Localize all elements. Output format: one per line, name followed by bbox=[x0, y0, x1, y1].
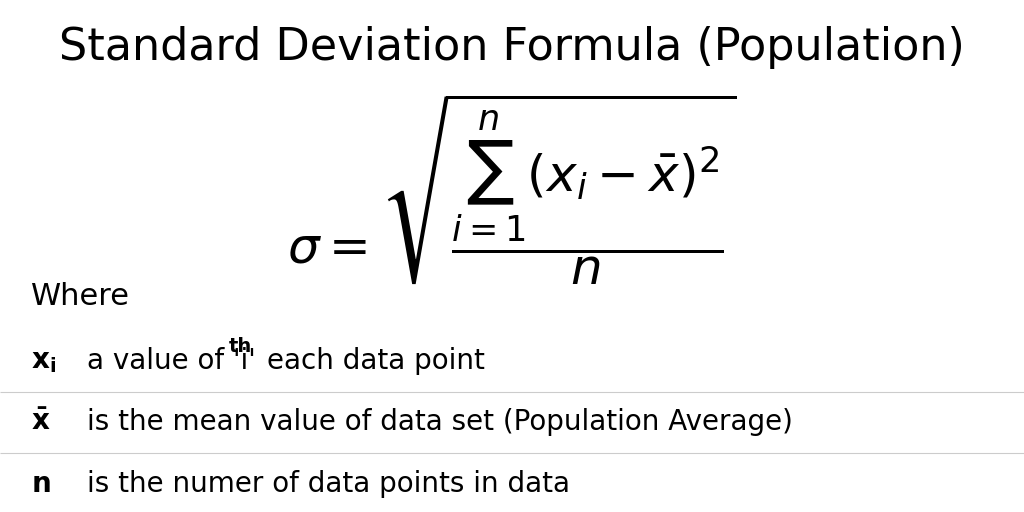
Text: $\mathbf{\bar{x}}$: $\mathbf{\bar{x}}$ bbox=[31, 409, 50, 436]
Text: $\mathbf{x_i}$: $\mathbf{x_i}$ bbox=[31, 347, 56, 375]
Text: $\mathbf{n}$: $\mathbf{n}$ bbox=[31, 470, 50, 498]
Text: th: th bbox=[228, 337, 252, 356]
Text: is the mean value of data set (Population Average): is the mean value of data set (Populatio… bbox=[87, 409, 793, 436]
Text: $\sigma = \sqrt{\dfrac{\sum_{i=1}^{n} (x_i - \bar{x})^2}{n}}$: $\sigma = \sqrt{\dfrac{\sum_{i=1}^{n} (x… bbox=[288, 92, 736, 287]
Text: is the numer of data points in data: is the numer of data points in data bbox=[87, 470, 570, 498]
Text: each data point: each data point bbox=[267, 347, 485, 375]
Text: Standard Deviation Formula (Population): Standard Deviation Formula (Population) bbox=[59, 26, 965, 69]
Text: Where: Where bbox=[31, 283, 130, 311]
Text: a value of 'i': a value of 'i' bbox=[87, 347, 256, 375]
